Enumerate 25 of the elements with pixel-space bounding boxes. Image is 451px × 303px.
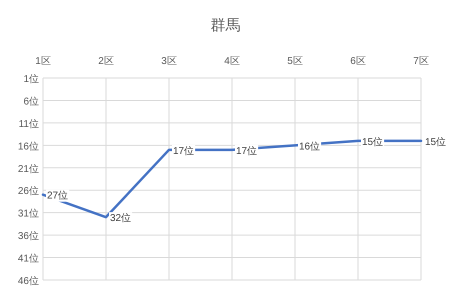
data-label: 15位 — [362, 136, 384, 148]
x-tick-label: 2区 — [98, 56, 114, 67]
x-tick-label: 4区 — [224, 56, 240, 67]
y-tick-label: 46位 — [18, 275, 39, 287]
y-tick-label: 26位 — [18, 185, 39, 198]
x-tick-label: 6区 — [350, 56, 366, 67]
y-tick-label: 36位 — [18, 230, 39, 242]
y-tick-label: 31位 — [18, 208, 39, 220]
data-label: 27位 — [47, 190, 68, 202]
x-tick-label: 3区 — [161, 56, 177, 67]
data-label: 32位 — [110, 212, 132, 224]
y-tick-label: 1位 — [23, 73, 39, 85]
y-tick-label: 6位 — [23, 95, 39, 108]
chart-title: 群馬 — [210, 17, 240, 34]
x-tick-label: 1区 — [35, 56, 51, 67]
data-label: 17位 — [173, 144, 194, 157]
data-label: 15位 — [425, 136, 446, 148]
y-tick-label: 41位 — [18, 252, 39, 265]
data-label: 17位 — [236, 144, 258, 157]
data-label: 16位 — [299, 140, 320, 152]
y-tick-label: 16位 — [18, 140, 39, 152]
y-tick-label: 21位 — [18, 162, 39, 175]
x-tick-label: 7区 — [413, 56, 429, 67]
y-tick-label: 11位 — [18, 118, 39, 130]
x-tick-label: 5区 — [287, 56, 303, 67]
